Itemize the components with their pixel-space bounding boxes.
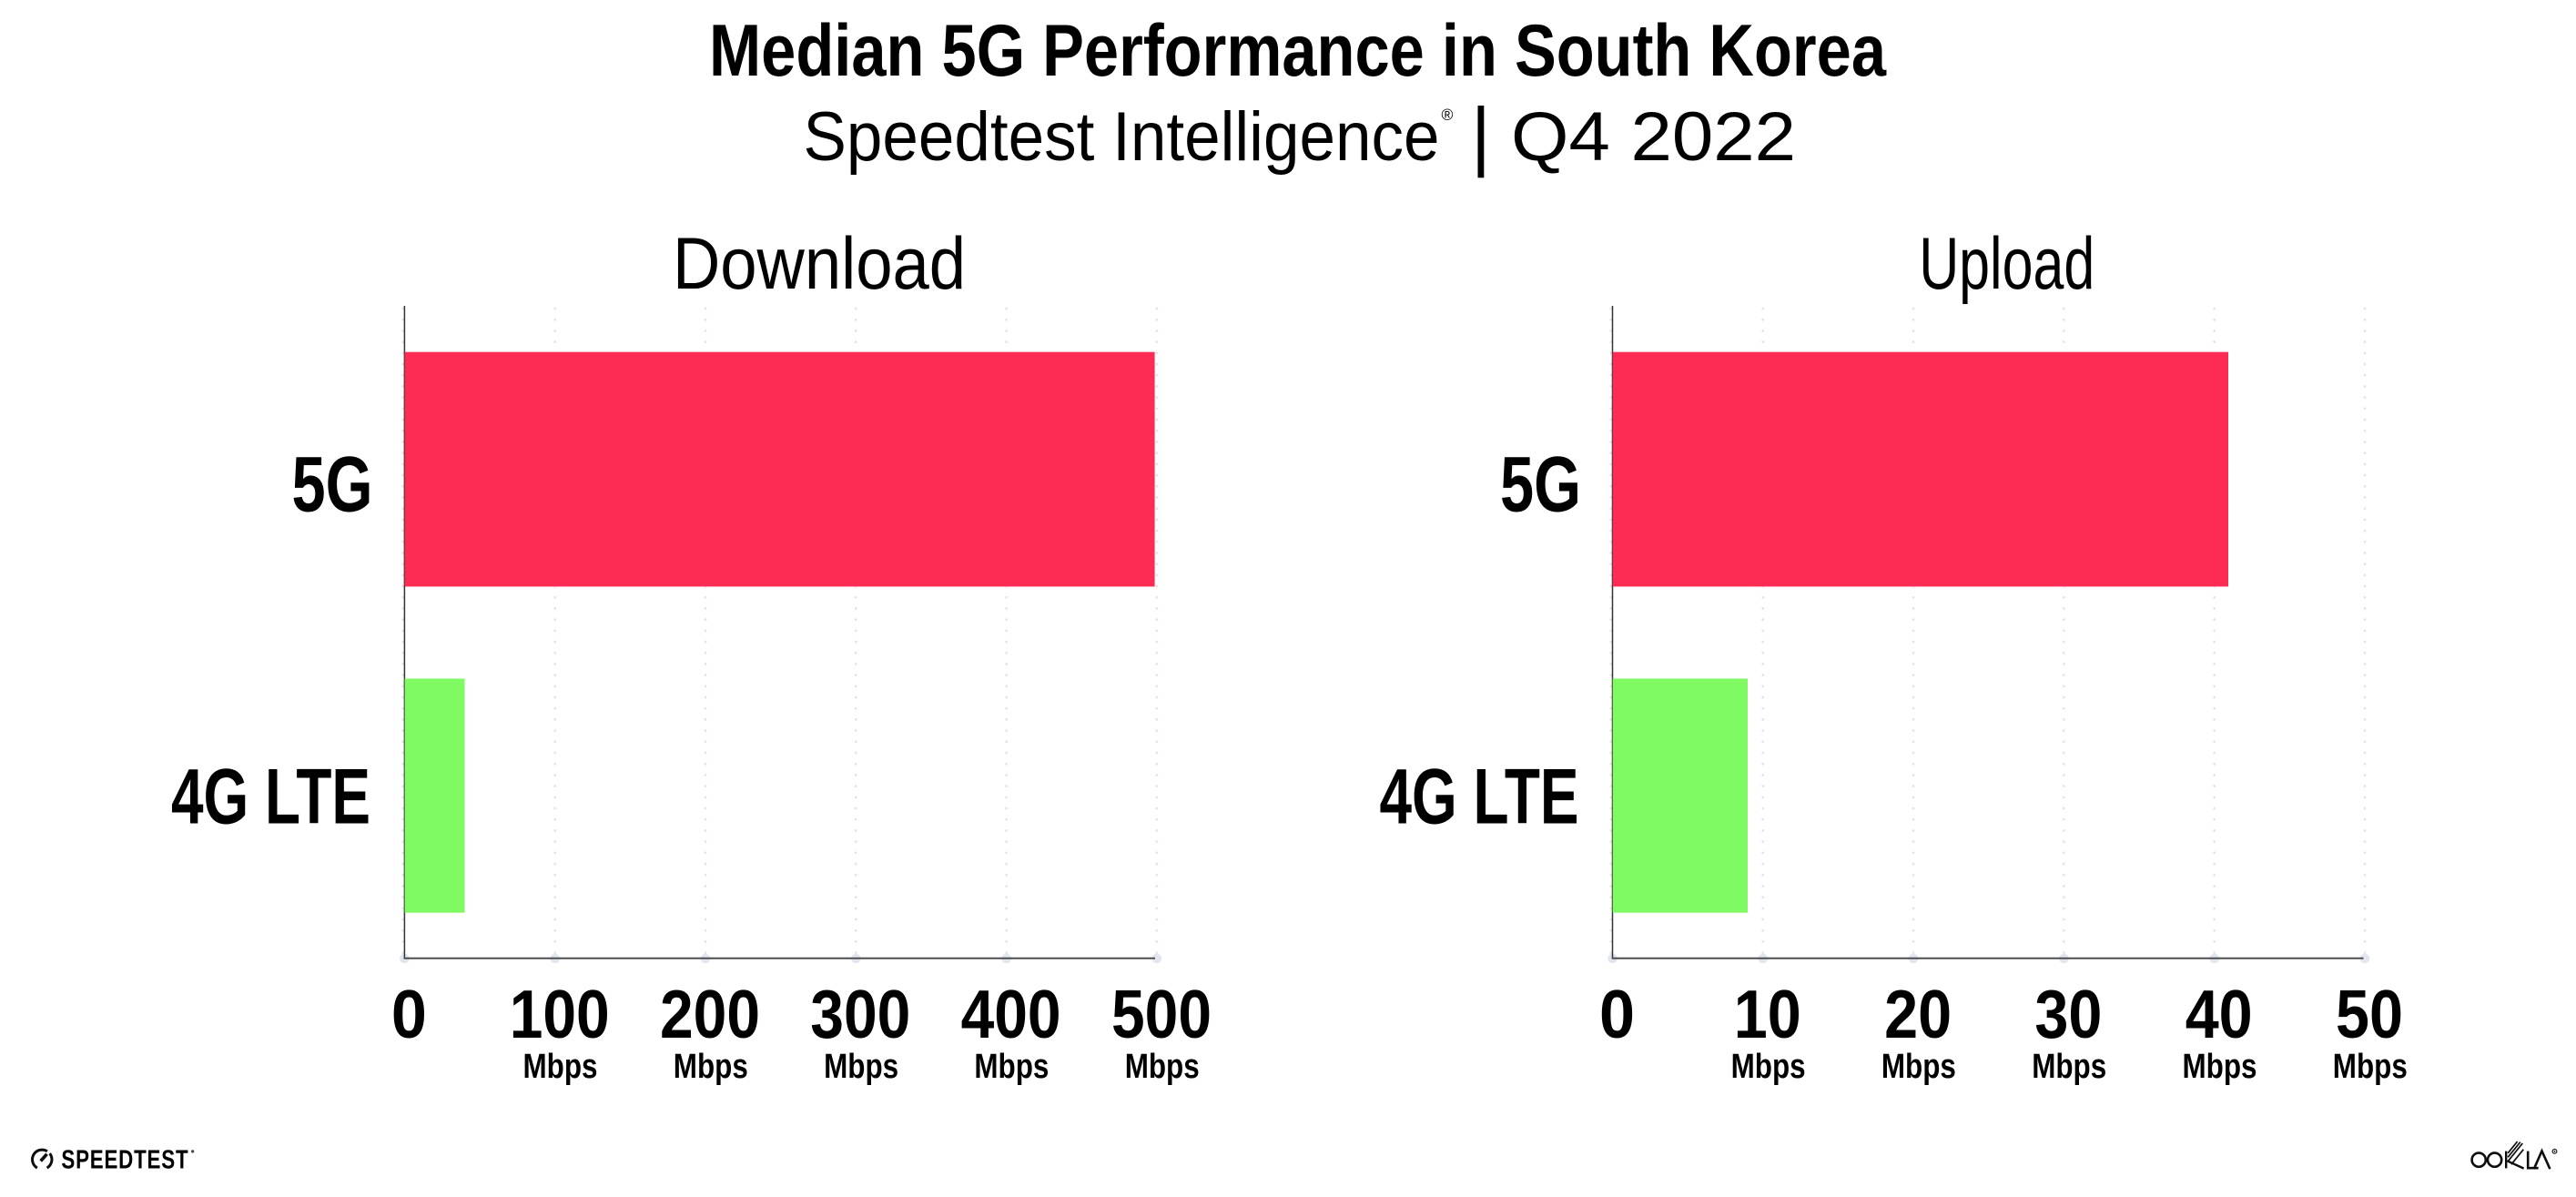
svg-text:100: 100 [510,976,610,1052]
svg-text:200: 200 [660,976,760,1052]
svg-text:500: 500 [1111,976,1212,1052]
svg-text:Mbps: Mbps [1731,1048,1806,1086]
svg-text:Mbps: Mbps [2032,1048,2106,1086]
svg-text:Speedtest Intelligence: Speedtest Intelligence [804,98,1440,176]
svg-text:Mbps: Mbps [974,1048,1049,1086]
svg-text:20: 20 [1884,976,1952,1052]
svg-text:|: | [1471,92,1491,178]
svg-text:Mbps: Mbps [674,1048,748,1086]
svg-text:0: 0 [391,976,427,1052]
svg-text:300: 300 [810,976,910,1052]
svg-text:Median 5G Performance in South: Median 5G Performance in South Korea [709,10,1887,92]
svg-text:Mbps: Mbps [523,1048,598,1086]
svg-text:®: ® [1442,106,1454,124]
svg-text:Mbps: Mbps [1881,1048,1956,1086]
svg-text:4G LTE: 4G LTE [171,754,370,841]
svg-text:Mbps: Mbps [2183,1048,2257,1086]
svg-text:SPEEDTEST: SPEEDTEST [61,1146,188,1175]
svg-text:0: 0 [1599,976,1635,1052]
svg-text:40: 40 [2186,976,2253,1052]
svg-text:Upload: Upload [1919,223,2094,305]
svg-text:Mbps: Mbps [2333,1048,2408,1086]
svg-text:4G LTE: 4G LTE [1380,754,1579,841]
svg-text:50: 50 [2336,976,2403,1052]
svg-text:10: 10 [1734,976,1801,1052]
svg-text:Q4 2022: Q4 2022 [1511,98,1796,176]
svg-text:Mbps: Mbps [824,1048,898,1086]
svg-text:Mbps: Mbps [1125,1048,1200,1086]
svg-text:Download: Download [673,223,966,305]
svg-text:400: 400 [961,976,1061,1052]
svg-text:5G: 5G [1500,441,1581,529]
svg-text:5G: 5G [292,441,373,529]
svg-text:30: 30 [2034,976,2102,1052]
